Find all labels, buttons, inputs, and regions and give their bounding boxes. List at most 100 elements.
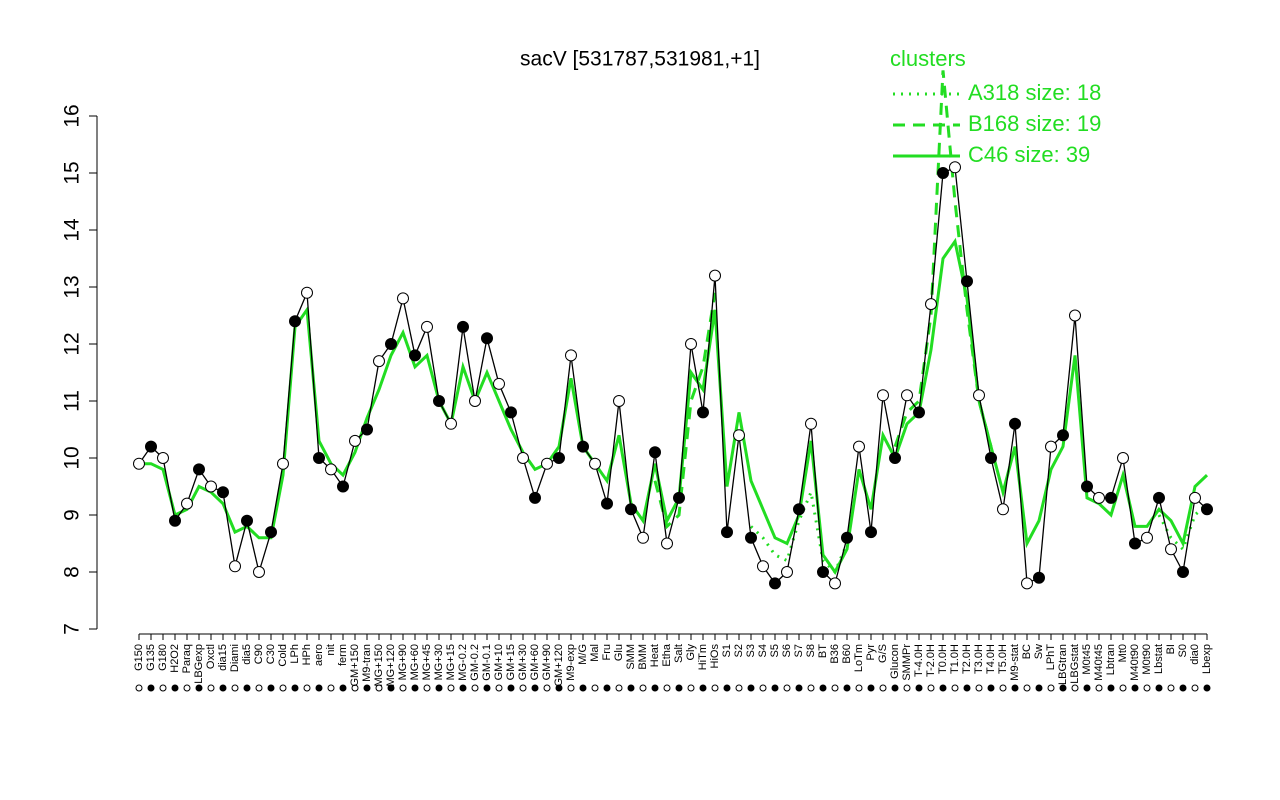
x-tick-label: GM+60 (529, 644, 541, 680)
x-tick-label: dia0 (1189, 644, 1201, 665)
x-tick-marker (771, 684, 779, 692)
x-tick-label: LPh (289, 644, 301, 664)
x-tick-marker (1131, 684, 1139, 692)
x-tick-label: C30 (265, 644, 277, 664)
data-point (721, 526, 733, 539)
data-point (1057, 429, 1069, 442)
x-tick-label: Cold (277, 644, 289, 667)
x-tick-label: G180 (157, 644, 169, 671)
data-point (613, 395, 625, 407)
x-tick-label: LBGtran (1057, 644, 1069, 685)
x-tick-marker (255, 684, 263, 692)
x-tick-marker (1095, 684, 1103, 692)
x-tick-marker (951, 684, 959, 692)
y-tick-label: 10 (61, 446, 84, 469)
x-tick-label: dia5 (241, 644, 253, 665)
data-point (817, 566, 829, 578)
x-tick-marker (675, 684, 683, 692)
x-tick-marker (831, 684, 839, 692)
y-tick-label: 12 (61, 332, 84, 355)
data-point (637, 531, 649, 544)
x-tick-label: GM-0.1 (481, 644, 493, 681)
x-tick-marker (975, 684, 983, 692)
x-tick-marker (1143, 684, 1151, 692)
x-tick-label: S5 (769, 644, 781, 657)
data-point (649, 446, 661, 459)
x-tick-label: M/G (577, 644, 589, 665)
data-point (313, 452, 325, 464)
data-point (169, 514, 181, 527)
x-tick-label: Diami (229, 644, 241, 672)
x-tick-label: S3 (745, 644, 757, 657)
x-tick-marker (1155, 684, 1163, 692)
x-tick-label: M0t90 (1141, 644, 1153, 675)
x-tick-marker (219, 684, 227, 692)
data-point (325, 463, 337, 476)
x-tick-marker (627, 684, 635, 692)
x-tick-marker (267, 684, 275, 692)
x-tick-label: M0t45 (1081, 644, 1093, 675)
x-tick-label: HPh (301, 644, 313, 665)
data-point (397, 292, 409, 305)
x-tick-marker (843, 684, 851, 692)
data-point (733, 429, 745, 442)
x-tick-marker (1107, 684, 1115, 692)
data-point (1165, 543, 1177, 556)
x-tick-label: BT (817, 644, 829, 658)
data-point (433, 395, 445, 407)
x-tick-label: GM+10 (493, 644, 505, 680)
x-tick-marker (999, 684, 1007, 692)
x-tick-label: GM+150 (349, 644, 361, 687)
y-tick-label: 8 (61, 566, 84, 578)
x-tick-label: Mt0 (1117, 644, 1129, 662)
data-point (1069, 309, 1081, 322)
data-point (541, 457, 553, 470)
data-point (805, 417, 817, 430)
x-tick-marker (531, 684, 539, 692)
data-point (421, 320, 433, 333)
x-tick-marker (387, 684, 395, 692)
x-tick-marker (615, 684, 623, 692)
data-point (1105, 491, 1117, 504)
x-tick-label: T3.0H (973, 644, 985, 674)
x-tick-marker (591, 684, 599, 692)
data-line (138, 166, 1208, 585)
x-tick-marker (315, 684, 323, 692)
x-tick-label: H2O2 (169, 644, 181, 673)
x-tick-marker (1035, 684, 1043, 692)
x-tick-marker (171, 684, 179, 692)
x-tick-marker (783, 684, 791, 692)
x-tick-marker (747, 684, 755, 692)
x-tick-label: M9-stat (1009, 644, 1021, 681)
x-tick-label: MG-0.2 (457, 644, 469, 681)
x-tick-label: Glucon (889, 644, 901, 679)
data-point (829, 577, 841, 590)
x-tick-label: GM-0.2 (469, 644, 481, 681)
x-tick-marker (291, 684, 299, 692)
data-point (1045, 440, 1057, 453)
x-tick-label: SMM (625, 644, 637, 670)
data-point (961, 275, 973, 288)
x-tick-marker (447, 684, 455, 692)
x-tick-label: MG+120 (385, 644, 397, 687)
data-point (589, 457, 601, 470)
x-tick-label: SMMPr (901, 644, 913, 681)
data-point (241, 514, 253, 527)
cluster-line (653, 70, 993, 530)
data-point (1153, 491, 1165, 504)
data-point (445, 417, 457, 430)
data-point (301, 286, 313, 299)
x-tick-label: T4.0H (985, 644, 997, 674)
x-tick-label: Gly (685, 644, 697, 661)
x-tick-marker (687, 684, 695, 692)
x-tick-marker (423, 684, 431, 692)
data-point (469, 395, 481, 407)
data-point (577, 440, 589, 453)
x-tick-label: G150 (133, 644, 145, 671)
x-tick-label: BC (1021, 644, 1033, 659)
data-point (253, 566, 265, 578)
x-tick-marker (1083, 684, 1091, 692)
x-tick-marker (135, 684, 143, 692)
x-tick-marker (195, 684, 203, 692)
